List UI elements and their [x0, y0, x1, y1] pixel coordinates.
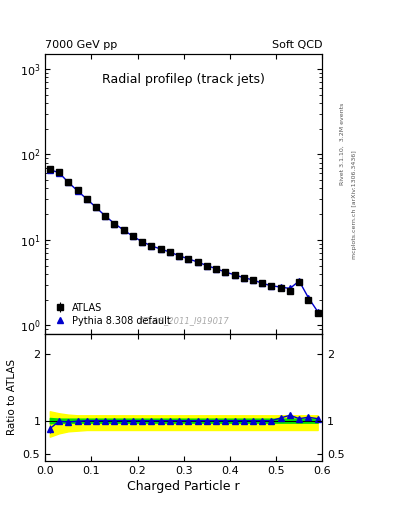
Pythia 8.308 default [260, 280, 264, 286]
Pythia 8.308 default [112, 221, 117, 227]
Pythia 8.308 default [186, 255, 191, 262]
X-axis label: Charged Particle r: Charged Particle r [127, 480, 240, 493]
Pythia 8.308 default [84, 196, 89, 202]
Pythia 8.308 default [204, 263, 209, 269]
Pythia 8.308 default [121, 227, 126, 233]
Pythia 8.308 default [75, 188, 80, 194]
Pythia 8.308 default [232, 272, 237, 278]
Legend: ATLAS, Pythia 8.308 default: ATLAS, Pythia 8.308 default [50, 300, 174, 329]
Line: Pythia 8.308 default: Pythia 8.308 default [47, 167, 320, 314]
Text: Soft QCD: Soft QCD [272, 39, 322, 50]
Pythia 8.308 default [57, 169, 61, 176]
Pythia 8.308 default [158, 246, 163, 252]
Pythia 8.308 default [149, 243, 154, 249]
Pythia 8.308 default [269, 283, 274, 289]
Pythia 8.308 default [140, 239, 145, 245]
Y-axis label: Ratio to ATLAS: Ratio to ATLAS [7, 359, 17, 435]
Pythia 8.308 default [241, 274, 246, 281]
Text: ATLAS_2011_I919017: ATLAS_2011_I919017 [138, 316, 229, 325]
Pythia 8.308 default [288, 285, 292, 291]
Pythia 8.308 default [297, 278, 301, 284]
Pythia 8.308 default [94, 204, 98, 210]
Text: Radial profileρ (track jets): Radial profileρ (track jets) [102, 73, 265, 87]
Pythia 8.308 default [66, 179, 71, 185]
Pythia 8.308 default [195, 259, 200, 265]
Pythia 8.308 default [251, 277, 255, 283]
Text: Rivet 3.1.10,  3.2M events: Rivet 3.1.10, 3.2M events [340, 102, 345, 184]
Pythia 8.308 default [315, 308, 320, 314]
Pythia 8.308 default [214, 266, 219, 272]
Text: 7000 GeV pp: 7000 GeV pp [45, 39, 118, 50]
Pythia 8.308 default [167, 249, 172, 255]
Pythia 8.308 default [306, 295, 311, 301]
Pythia 8.308 default [278, 284, 283, 290]
Pythia 8.308 default [130, 233, 135, 239]
Text: mcplots.cern.ch [arXiv:1306.3436]: mcplots.cern.ch [arXiv:1306.3436] [352, 151, 357, 259]
Pythia 8.308 default [48, 167, 52, 173]
Pythia 8.308 default [223, 269, 228, 275]
Pythia 8.308 default [103, 213, 108, 219]
Pythia 8.308 default [177, 253, 182, 259]
